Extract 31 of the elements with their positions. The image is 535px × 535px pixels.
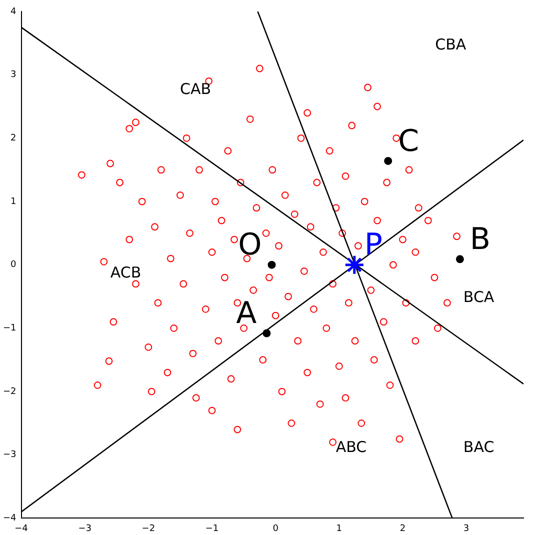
point — [344, 254, 365, 276]
series-label: C — [398, 124, 420, 159]
y-tick-label: −4 — [2, 514, 17, 524]
y-tick-label: 0 — [10, 260, 17, 270]
x-tick-label: 2 — [400, 524, 406, 534]
y-tick-label: 3 — [10, 70, 16, 80]
annotation: ACB — [110, 263, 142, 282]
point — [456, 255, 464, 264]
y-tick-label: 1 — [10, 196, 16, 207]
y-tick-label: 4 — [10, 6, 17, 17]
point — [262, 329, 271, 338]
annotation: BCA — [463, 288, 495, 306]
series-label: A — [236, 296, 258, 332]
annotation: ABC — [336, 438, 367, 456]
x-tick-label: −2 — [142, 524, 156, 534]
x-tick-label: −3 — [78, 524, 92, 534]
x-tick-label: 3 — [463, 524, 470, 534]
series-label: O — [238, 228, 262, 263]
annotation: CBA — [435, 35, 467, 54]
y-tick-label: −2 — [2, 386, 16, 397]
x-tick-label: 1 — [336, 524, 342, 534]
y-tick-label: 2 — [10, 134, 16, 144]
x-tick-label: −1 — [205, 524, 219, 534]
annotation: BAC — [463, 438, 494, 456]
x-tick-label: 0 — [272, 524, 279, 534]
point — [268, 260, 276, 269]
point — [384, 156, 392, 165]
series-label: B — [470, 222, 491, 257]
y-tick-label: −1 — [2, 324, 16, 334]
annotation: CAB — [180, 80, 212, 98]
y-tick-label: −3 — [2, 450, 16, 460]
